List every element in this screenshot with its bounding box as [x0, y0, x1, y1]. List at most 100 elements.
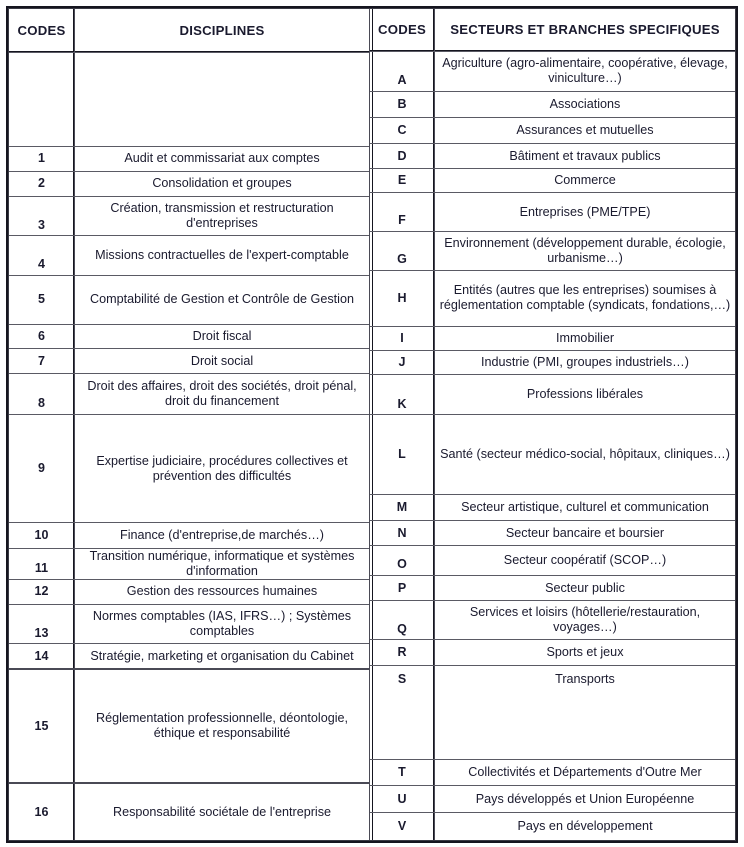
table-row[interactable] — [9, 52, 369, 147]
table-row[interactable]: 10 Finance (d'entreprise,de marchés…) — [9, 523, 369, 549]
secteur-label: Entités (autres que les entreprises) sou… — [439, 283, 731, 313]
table-row[interactable]: 11 Transition numérique, informatique et… — [9, 548, 369, 580]
secteur-label: Professions libérales — [526, 387, 644, 402]
table-row[interactable]: E Commerce — [370, 168, 735, 194]
table-row[interactable]: B Associations — [370, 91, 735, 119]
secteur-label: Sports et jeux — [546, 645, 624, 660]
secteur-code: Q — [370, 601, 435, 640]
header-secteurs: SECTEURS ET BRANCHES SPECIFIQUES — [450, 21, 720, 37]
table-row[interactable]: L Santé (secteur médico-social, hôpitaux… — [370, 415, 735, 496]
table-row[interactable]: P Secteur public — [370, 575, 735, 602]
table-row[interactable]: H Entités (autres que les entreprises) s… — [370, 271, 735, 327]
table-row[interactable]: 5 Comptabilité de Gestion et Contrôle de… — [9, 275, 369, 325]
secteur-label: Associations — [549, 97, 621, 112]
secteur-label: Secteur coopératif (SCOP…) — [503, 552, 667, 567]
discipline-code: 15 — [9, 670, 75, 783]
header-codes-right: CODES — [370, 9, 435, 51]
table-row[interactable]: G Environnement (développement durable, … — [370, 232, 735, 272]
discipline-code — [9, 52, 75, 146]
table-inner-frame: CODES DISCIPLINES 1 Audit et commissaria… — [8, 8, 736, 841]
discipline-code: 3 — [9, 196, 75, 236]
discipline-label: Responsabilité sociétale de l'entreprise — [112, 804, 332, 819]
discipline-label: Audit et commissariat aux comptes — [124, 151, 320, 166]
discipline-label: Missions contractuelles de l'expert-comp… — [95, 248, 349, 263]
secteur-label: Assurances et mutuelles — [516, 123, 654, 138]
table-row[interactable]: V Pays en développement — [370, 812, 735, 840]
secteur-code: R — [370, 640, 435, 665]
table-row[interactable]: 14 Stratégie, marketing et organisation … — [9, 644, 369, 671]
discipline-code: 6 — [9, 324, 75, 349]
table-row[interactable]: O Secteur coopératif (SCOP…) — [370, 545, 735, 576]
table-row[interactable]: 2 Consolidation et groupes — [9, 171, 369, 197]
discipline-label — [75, 53, 369, 146]
discipline-label: Normes comptables (IAS, IFRS…) ; Système… — [92, 609, 352, 639]
discipline-code: 13 — [9, 604, 75, 644]
discipline-code: 14 — [9, 644, 75, 669]
table-row[interactable]: K Professions libérales — [370, 375, 735, 416]
discipline-label: Expertise judiciaire, procédures collect… — [96, 453, 348, 483]
discipline-code: 4 — [9, 236, 75, 275]
secteur-code: D — [370, 144, 435, 168]
discipline-code: 12 — [9, 579, 75, 604]
table-row[interactable]: 9 Expertise judiciaire, procédures colle… — [9, 414, 369, 524]
table-row[interactable]: A Agriculture (agro-alimentaire, coopéra… — [370, 51, 735, 92]
table-row[interactable]: 16 Responsabilité sociétale de l'entrepr… — [9, 784, 369, 840]
discipline-label: Réglementation professionnelle, déontolo… — [95, 711, 349, 741]
discipline-code: 10 — [9, 523, 75, 548]
disciplines-header-row: CODES DISCIPLINES — [9, 9, 369, 53]
table-row[interactable]: 6 Droit fiscal — [9, 324, 369, 350]
table-row[interactable]: F Entreprises (PME/TPE) — [370, 193, 735, 233]
disciplines-table: CODES DISCIPLINES 1 Audit et commissaria… — [9, 9, 369, 840]
secteur-label: Immobilier — [555, 330, 615, 345]
secteur-label: Pays en développement — [517, 818, 653, 833]
secteur-code: P — [370, 575, 435, 601]
secteur-label: Industrie (PMI, groupes industriels…) — [481, 355, 689, 370]
table-row[interactable]: 8 Droit des affaires, droit des sociétés… — [9, 374, 369, 415]
table-row[interactable]: N Secteur bancaire et boursier — [370, 521, 735, 546]
table-row[interactable]: 4 Missions contractuelles de l'expert-co… — [9, 236, 369, 276]
header-disciplines: DISCIPLINES — [179, 22, 265, 38]
secteur-code: I — [370, 326, 435, 350]
secteur-code: C — [370, 118, 435, 144]
secteur-label: Services et loisirs (hôtellerie/restaura… — [469, 605, 701, 635]
secteur-code: B — [370, 91, 435, 118]
secteurs-header-row: CODES SECTEURS ET BRANCHES SPECIFIQUES — [370, 9, 735, 52]
table-row[interactable]: I Immobilier — [370, 326, 735, 351]
secteur-code: K — [370, 375, 435, 415]
table-row[interactable]: U Pays développés et Union Européenne — [370, 786, 735, 813]
secteur-label: Agriculture (agro-alimentaire, coopérati… — [442, 56, 728, 86]
table-row[interactable]: 15 Réglementation professionnelle, déont… — [9, 670, 369, 785]
secteur-code: E — [370, 168, 435, 193]
table-row[interactable]: 12 Gestion des ressources humaines — [9, 579, 369, 605]
discipline-code: 16 — [9, 784, 75, 840]
discipline-label: Droit fiscal — [192, 329, 252, 344]
table-row[interactable]: R Sports et jeux — [370, 640, 735, 666]
discipline-code: 7 — [9, 349, 75, 374]
table-row[interactable]: T Collectivités et Départements d'Outre … — [370, 760, 735, 787]
discipline-code: 9 — [9, 414, 75, 523]
table-row[interactable]: M Secteur artistique, culturel et commun… — [370, 495, 735, 522]
secteur-code: M — [370, 495, 435, 521]
table-row[interactable]: 7 Droit social — [9, 349, 369, 375]
header-codes-left: CODES — [9, 9, 75, 52]
secteur-code: N — [370, 521, 435, 545]
table-row[interactable]: C Assurances et mutuelles — [370, 118, 735, 145]
secteur-code: G — [370, 232, 435, 271]
discipline-label: Droit social — [190, 353, 254, 368]
secteur-label: Pays développés et Union Européenne — [475, 791, 695, 806]
table-row[interactable]: 1 Audit et commissariat aux comptes — [9, 146, 369, 172]
table-row[interactable]: Q Services et loisirs (hôtellerie/restau… — [370, 601, 735, 641]
table-row[interactable]: 13 Normes comptables (IAS, IFRS…) ; Syst… — [9, 604, 369, 645]
secteur-code: S — [370, 665, 435, 760]
table-row[interactable]: D Bâtiment et travaux publics — [370, 144, 735, 169]
discipline-label: Stratégie, marketing et organisation du … — [90, 648, 354, 663]
secteur-label: Secteur artistique, culturel et communic… — [461, 500, 709, 515]
secteur-code: T — [370, 760, 435, 786]
table-outer-frame: CODES DISCIPLINES 1 Audit et commissaria… — [6, 6, 738, 843]
two-column-table-grid: CODES DISCIPLINES 1 Audit et commissaria… — [9, 9, 735, 840]
secteur-label: Secteur bancaire et boursier — [505, 525, 665, 540]
table-row[interactable]: S Transports — [370, 665, 735, 761]
table-row[interactable]: J Industrie (PMI, groupes industriels…) — [370, 350, 735, 376]
secteur-label: Environnement (développement durable, éc… — [444, 236, 726, 266]
table-row[interactable]: 3 Création, transmission et restructurat… — [9, 196, 369, 237]
